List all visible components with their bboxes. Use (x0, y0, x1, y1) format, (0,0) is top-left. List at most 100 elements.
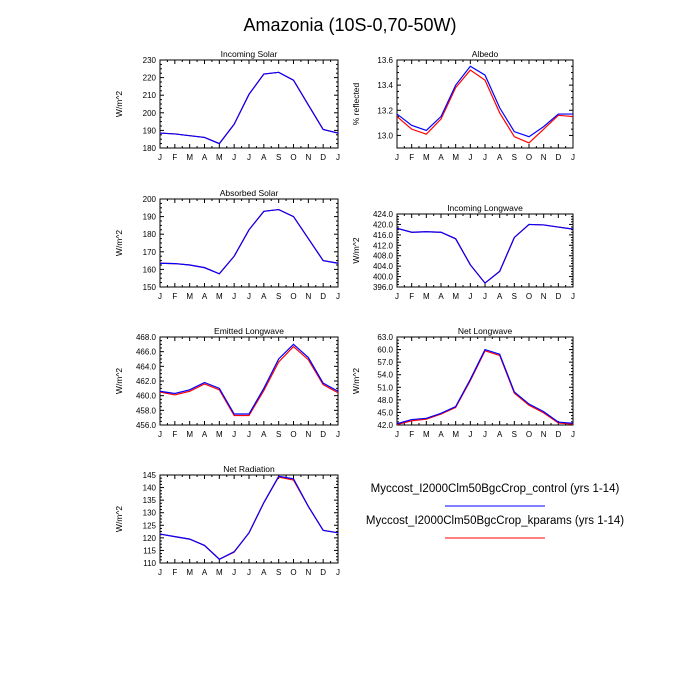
x-tick-label: N (305, 568, 311, 577)
x-tick-label: O (526, 292, 532, 301)
x-tick-label: F (172, 568, 177, 577)
y-tick-label: 48.0 (377, 396, 393, 405)
y-tick-label: 424.0 (373, 210, 394, 219)
series-line-control (396, 223, 574, 284)
y-tick-label: 404.0 (373, 262, 394, 271)
x-tick-label: N (305, 430, 311, 439)
y-tick-label: 200 (143, 109, 157, 118)
x-tick-label: J (247, 430, 251, 439)
x-tick-label: D (320, 568, 326, 577)
y-axis-label: W/m^2 (114, 506, 124, 532)
x-tick-label: J (336, 430, 340, 439)
x-tick-label: M (186, 292, 193, 301)
series-line-kparams (159, 476, 339, 560)
y-tick-label: 180 (143, 144, 157, 153)
x-tick-label: J (483, 153, 487, 162)
x-tick-label: M (186, 153, 193, 162)
y-tick-label: 45.0 (377, 408, 393, 417)
series-line-kparams (159, 71, 339, 145)
x-tick-label: M (216, 153, 223, 162)
x-tick-label: M (216, 292, 223, 301)
y-tick-label: 110 (143, 559, 156, 568)
y-tick-label: 115 (143, 546, 156, 555)
y-tick-label: 408.0 (373, 252, 394, 261)
y-tick-label: 396.0 (373, 283, 394, 292)
x-tick-label: M (186, 430, 193, 439)
x-tick-label: J (232, 430, 236, 439)
y-tick-label: 120 (143, 534, 157, 543)
y-tick-label: 130 (143, 509, 157, 518)
series-line-control (396, 348, 574, 425)
x-tick-label: N (541, 430, 547, 439)
panel-title: Net Longwave (458, 326, 513, 336)
x-tick-label: S (512, 153, 517, 162)
y-tick-label: 60.0 (377, 346, 393, 355)
y-tick-label: 230 (143, 56, 157, 65)
x-tick-label: M (186, 568, 193, 577)
y-tick-label: 13.0 (377, 131, 393, 140)
x-tick-label: J (571, 430, 575, 439)
x-tick-label: A (261, 430, 267, 439)
x-tick-label: J (395, 153, 399, 162)
x-tick-label: F (409, 430, 414, 439)
x-tick-label: M (423, 153, 430, 162)
x-tick-label: J (336, 568, 340, 577)
x-tick-label: M (452, 292, 459, 301)
x-tick-label: S (512, 292, 517, 301)
y-tick-label: 13.4 (377, 81, 393, 90)
x-tick-label: J (571, 292, 575, 301)
y-tick-label: 460.0 (136, 392, 157, 401)
x-tick-label: J (158, 568, 162, 577)
series-line-kparams (396, 223, 574, 284)
series-line-control (159, 71, 339, 145)
x-tick-label: A (202, 153, 208, 162)
x-tick-label: A (261, 568, 267, 577)
y-tick-label: 57.0 (377, 358, 393, 367)
x-tick-label: O (290, 292, 296, 301)
x-tick-label: S (512, 430, 517, 439)
x-tick-label: O (290, 568, 296, 577)
x-tick-label: A (202, 430, 208, 439)
x-tick-label: F (409, 153, 414, 162)
y-tick-label: 63.0 (377, 333, 393, 342)
y-tick-label: 125 (143, 521, 157, 530)
x-tick-label: J (158, 153, 162, 162)
legend: Myccost_I2000Clm50BgcCrop_control (yrs 1… (366, 483, 624, 539)
x-tick-label: S (276, 153, 281, 162)
x-tick-label: S (276, 568, 281, 577)
x-tick-label: D (320, 430, 326, 439)
y-tick-label: 180 (143, 230, 157, 239)
x-tick-label: M (452, 430, 459, 439)
y-tick-label: 420.0 (373, 220, 394, 229)
x-tick-label: A (438, 430, 444, 439)
panel-title: Albedo (472, 49, 499, 59)
x-tick-label: J (232, 292, 236, 301)
y-tick-label: 462.0 (136, 377, 157, 386)
x-tick-label: O (290, 153, 296, 162)
plot-frame (159, 474, 339, 564)
x-tick-label: A (497, 153, 503, 162)
y-axis-label: W/m^2 (114, 91, 124, 117)
x-tick-label: A (497, 292, 503, 301)
plot-frame (159, 336, 339, 426)
x-tick-label: F (409, 292, 414, 301)
y-tick-label: 190 (143, 213, 157, 222)
y-tick-label: 416.0 (373, 231, 394, 240)
x-tick-label: N (305, 292, 311, 301)
x-tick-label: M (216, 430, 223, 439)
x-tick-label: A (438, 292, 444, 301)
x-tick-label: A (261, 292, 267, 301)
x-tick-label: N (541, 153, 547, 162)
y-tick-label: 145 (143, 471, 157, 480)
y-tick-label: 13.2 (377, 106, 393, 115)
x-tick-label: J (232, 568, 236, 577)
panel-title: Net Radiation (223, 464, 275, 474)
y-tick-label: 458.0 (136, 406, 157, 415)
x-tick-label: N (305, 153, 311, 162)
